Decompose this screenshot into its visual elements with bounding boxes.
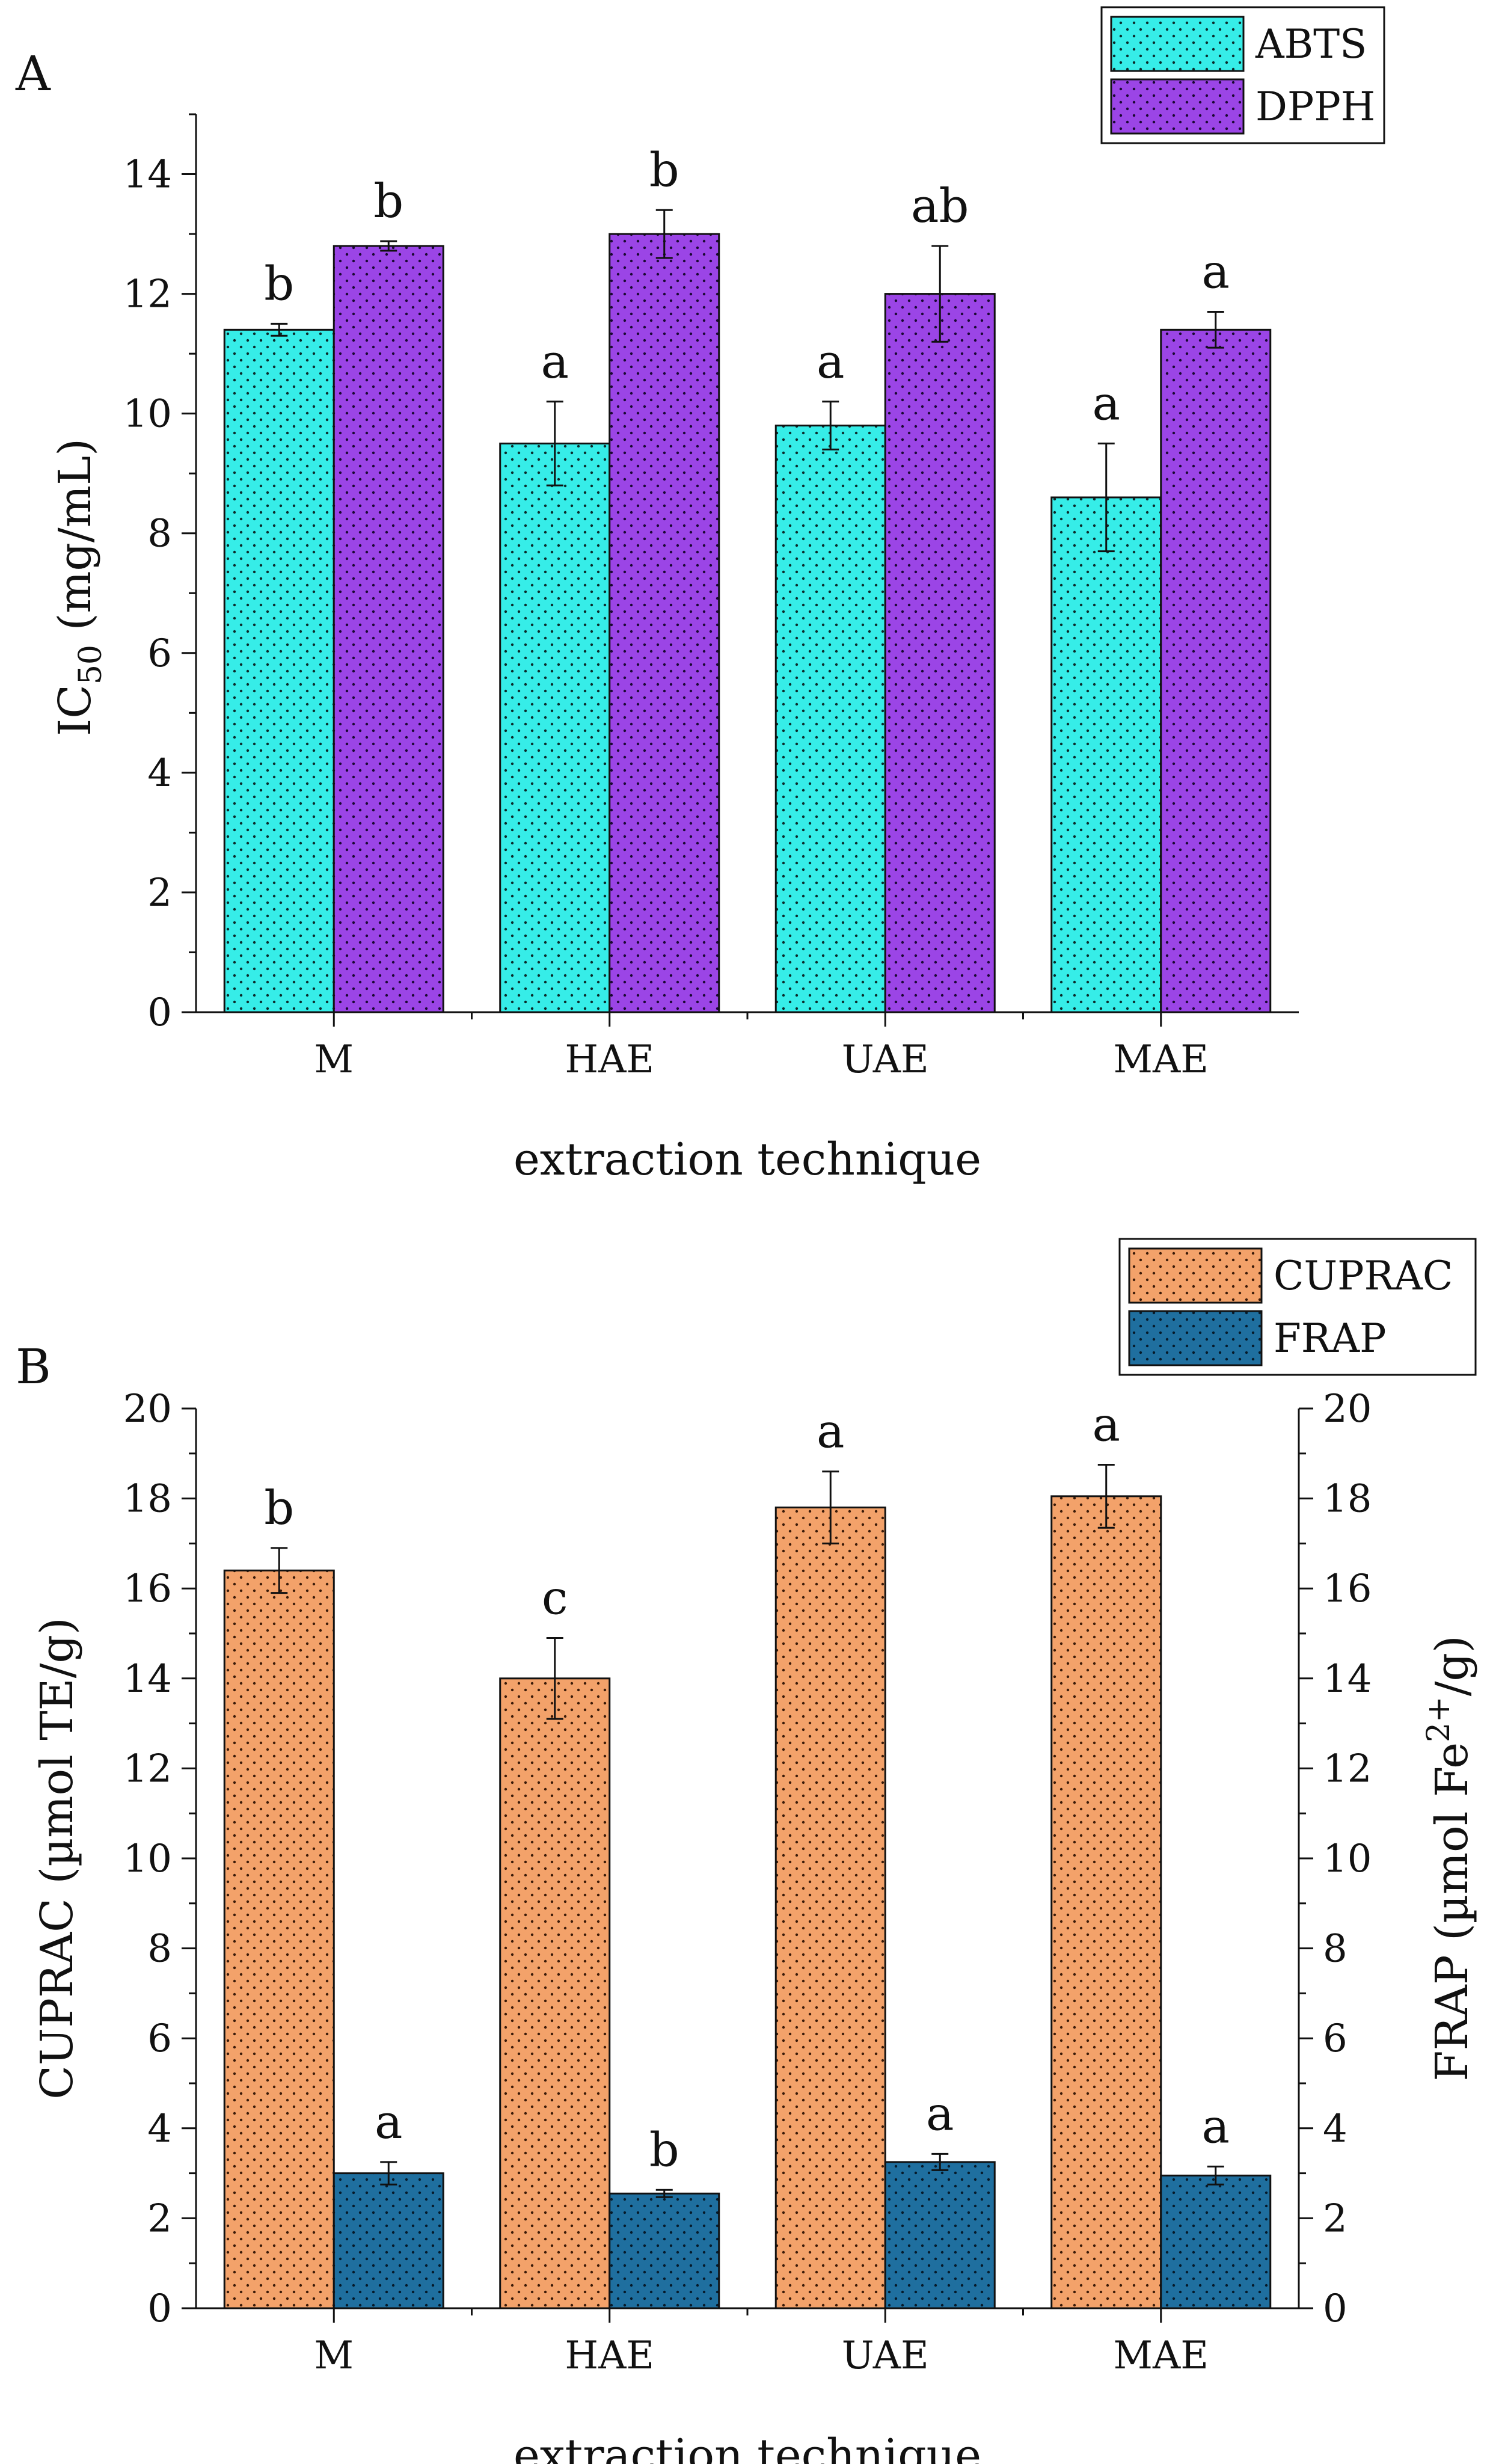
bar-frap-m [333, 2172, 444, 2309]
legend-swatch-dpph [1110, 78, 1245, 135]
y-tick-label-right: 16 [1323, 1567, 1372, 1611]
significance-letter: a [1201, 2100, 1230, 2154]
y-tick-label: 12 [123, 272, 172, 317]
y-tick-label: 0 [147, 991, 172, 1035]
y-tick-label: 10 [123, 1837, 172, 1881]
significance-letter: b [264, 257, 294, 311]
legend-label-abts: ABTS [1255, 21, 1367, 67]
significance-letter: a [1092, 376, 1120, 431]
bar-abts-m [223, 328, 335, 1013]
bar-dpph-hae [609, 233, 720, 1013]
y-tick-label: 6 [147, 631, 172, 676]
x-tick-label: MAE [1114, 2333, 1209, 2378]
x-axis-title: extraction technique [514, 1134, 981, 1185]
bar-cuprac-hae [499, 1677, 611, 2309]
bar-abts-uae [774, 425, 886, 1013]
bar-dpph-mae [1160, 328, 1272, 1013]
y-tick-label: 8 [147, 1927, 172, 1971]
y-tick-label: 8 [147, 512, 172, 556]
bar-frap-hae [609, 2192, 720, 2309]
legend-label-dpph: DPPH [1255, 84, 1375, 130]
significance-letter: b [373, 174, 403, 229]
y-tick-label: 2 [147, 871, 172, 915]
y-tick-label: 0 [147, 2287, 172, 2331]
y-axis-title-main: IC [49, 684, 101, 736]
y-tick-label: 6 [147, 2017, 172, 2061]
y-axis-title: IC50 (mg/mL) [49, 438, 109, 736]
bar-cuprac-mae [1050, 1495, 1162, 2309]
bar-frap-uae [884, 2161, 996, 2309]
x-tick-label: M [314, 1037, 354, 1082]
bar-abts-hae [499, 442, 611, 1013]
bar-dpph-uae [884, 293, 996, 1013]
x-tick-label: HAE [565, 1037, 654, 1082]
y-tick-label: 2 [147, 2196, 172, 2241]
x-tick-label: UAE [842, 2333, 929, 2378]
legend: ABTS DPPH [1100, 6, 1385, 144]
y-tick-label: 20 [123, 1387, 172, 1431]
legend-swatch-frap [1128, 1310, 1263, 1366]
significance-letter: a [817, 1405, 845, 1459]
y-tick-label-right: 2 [1323, 2196, 1347, 2241]
panel-a-chart: AbbMabHAEaabUAEaaMAE02468101214extractio… [15, 6, 1385, 1185]
y-tick-label-right: 18 [1323, 1477, 1372, 1522]
y-axis-title-right-superscript: 2+ [1421, 1696, 1457, 1742]
y-tick-label: 12 [123, 1747, 172, 1791]
legend-swatch-abts [1110, 16, 1245, 72]
y-tick-label: 18 [123, 1477, 172, 1522]
y-tick-label-right: 10 [1323, 1837, 1372, 1881]
legend-label-frap: FRAP [1274, 1315, 1387, 1362]
x-tick-label: HAE [565, 2333, 654, 2378]
legend-swatch-cuprac [1128, 1247, 1263, 1304]
y-axis-title-right-main: FRAP (µmol Fe [1426, 1742, 1478, 2081]
significance-letter: a [541, 335, 569, 389]
x-tick-label: MAE [1114, 1037, 1209, 1082]
x-tick-label: M [314, 2333, 354, 2378]
y-tick-label: 10 [123, 392, 172, 437]
bar-cuprac-m [223, 1569, 335, 2309]
y-tick-label: 4 [147, 751, 172, 796]
y-tick-label-right: 6 [1323, 2017, 1347, 2061]
y-tick-label-right: 14 [1323, 1657, 1372, 1701]
panel-label: B [16, 1339, 51, 1395]
significance-letter: a [926, 2087, 954, 2141]
significance-letter: a [817, 335, 845, 389]
legend-label-cuprac: CUPRAC [1274, 1253, 1453, 1299]
y-tick-label-right: 20 [1323, 1387, 1372, 1431]
legend: CUPRAC FRAP [1118, 1238, 1477, 1376]
y-tick-label-right: 12 [1323, 1747, 1372, 1791]
significance-letter: b [649, 143, 679, 197]
significance-letter: a [1201, 245, 1230, 299]
y-axis-title: CUPRAC (µmol TE/g) [31, 1617, 83, 2100]
significance-letter: ab [911, 179, 969, 233]
panel-b-chart: Bb a Mc b HAE a a UAE a a MAE 0 0 2 2 4 4 6 6 8 8 10 10 12 12 14 1… [16, 1238, 1478, 2464]
y-tick-label: 14 [123, 153, 172, 197]
bar-frap-mae [1160, 2174, 1272, 2309]
y-tick-label: 16 [123, 1567, 172, 1611]
significance-letter: b [264, 1481, 294, 1535]
x-axis-title: extraction technique [514, 2430, 981, 2464]
significance-letter: a [1092, 1398, 1120, 1452]
y-axis-title-unit: (mg/mL) [49, 438, 101, 645]
bar-abts-mae [1050, 496, 1162, 1013]
bar-cuprac-uae [774, 1507, 886, 2309]
x-tick-label: UAE [842, 1037, 929, 1082]
y-tick-label-right: 4 [1323, 2107, 1347, 2151]
bar-dpph-m [333, 245, 444, 1013]
y-axis-title-right-tail: /g) [1426, 1635, 1478, 1696]
y-tick-label-right: 0 [1323, 2287, 1347, 2331]
significance-letter: a [375, 2095, 403, 2149]
significance-letter: c [542, 1571, 568, 1625]
significance-letter: b [649, 2123, 679, 2177]
y-tick-label-right: 8 [1323, 1927, 1347, 1971]
y-axis-title-right: FRAP (µmol Fe2+/g) [1421, 1635, 1478, 2081]
y-tick-label: 4 [147, 2107, 172, 2151]
y-tick-label: 14 [123, 1657, 172, 1701]
panel-label: A [15, 46, 51, 102]
y-axis-title-subscript: 50 [73, 645, 109, 684]
